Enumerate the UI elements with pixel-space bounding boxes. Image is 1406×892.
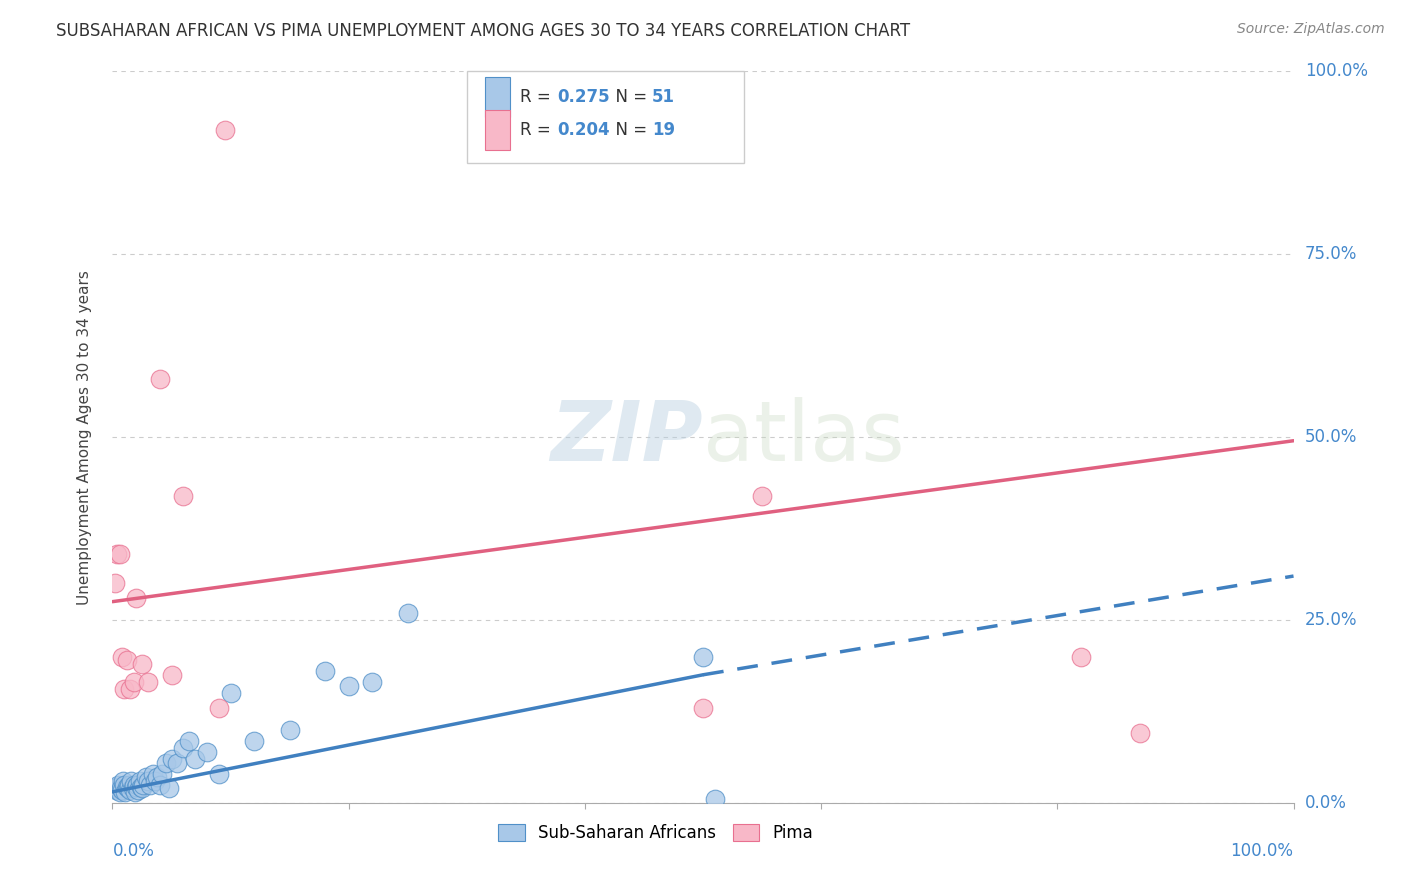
Text: 100.0%: 100.0% bbox=[1230, 842, 1294, 860]
Point bbox=[136, 773, 159, 788]
Text: Source: ZipAtlas.com: Source: ZipAtlas.com bbox=[1237, 22, 1385, 37]
Point bbox=[184, 752, 207, 766]
Text: N =: N = bbox=[605, 121, 652, 139]
Point bbox=[136, 675, 159, 690]
Point bbox=[160, 667, 183, 681]
Point bbox=[120, 682, 142, 697]
Point bbox=[195, 745, 218, 759]
Point bbox=[127, 778, 149, 792]
Point bbox=[219, 686, 242, 700]
Text: ZIP: ZIP bbox=[550, 397, 703, 477]
Point bbox=[108, 785, 131, 799]
Point bbox=[692, 649, 714, 664]
Text: R =: R = bbox=[520, 88, 555, 106]
Point bbox=[122, 778, 145, 792]
Point bbox=[278, 723, 301, 737]
Point bbox=[135, 770, 157, 784]
Point bbox=[243, 733, 266, 747]
Point bbox=[104, 781, 127, 796]
Point bbox=[214, 123, 236, 137]
Point bbox=[172, 489, 194, 503]
Point bbox=[105, 780, 128, 794]
Point bbox=[112, 778, 135, 792]
Point bbox=[111, 782, 134, 797]
Text: N =: N = bbox=[605, 88, 652, 106]
FancyBboxPatch shape bbox=[485, 77, 510, 117]
Text: 0.275: 0.275 bbox=[558, 88, 610, 106]
Point bbox=[117, 781, 139, 796]
Point bbox=[166, 756, 188, 770]
Text: 0.0%: 0.0% bbox=[112, 842, 155, 860]
Text: atlas: atlas bbox=[703, 397, 904, 477]
Point bbox=[179, 733, 201, 747]
Point bbox=[703, 792, 725, 806]
Point bbox=[114, 785, 136, 799]
Point bbox=[150, 766, 173, 780]
Point bbox=[1129, 726, 1152, 740]
Point bbox=[692, 700, 714, 714]
Text: 25.0%: 25.0% bbox=[1305, 611, 1357, 629]
Y-axis label: Unemployment Among Ages 30 to 34 years: Unemployment Among Ages 30 to 34 years bbox=[77, 269, 91, 605]
Point bbox=[105, 782, 128, 797]
Text: R =: R = bbox=[520, 121, 555, 139]
Point bbox=[132, 778, 155, 792]
Point bbox=[118, 778, 141, 792]
Point bbox=[208, 700, 231, 714]
Point bbox=[396, 606, 419, 620]
Point bbox=[143, 773, 166, 788]
Point bbox=[172, 740, 194, 755]
Point bbox=[314, 664, 336, 678]
Point bbox=[149, 778, 172, 792]
Point bbox=[110, 781, 132, 796]
Point bbox=[120, 782, 142, 797]
Point bbox=[112, 773, 135, 788]
Point bbox=[208, 766, 231, 780]
Text: 51: 51 bbox=[652, 88, 675, 106]
Point bbox=[122, 675, 145, 690]
Point bbox=[129, 780, 152, 794]
Text: 19: 19 bbox=[652, 121, 675, 139]
Point bbox=[104, 576, 127, 591]
Point bbox=[160, 752, 183, 766]
Point bbox=[124, 785, 146, 799]
Point bbox=[142, 766, 165, 780]
Text: 50.0%: 50.0% bbox=[1305, 428, 1357, 446]
FancyBboxPatch shape bbox=[467, 71, 744, 163]
Point bbox=[112, 682, 135, 697]
Point bbox=[361, 675, 384, 690]
Text: SUBSAHARAN AFRICAN VS PIMA UNEMPLOYMENT AMONG AGES 30 TO 34 YEARS CORRELATION CH: SUBSAHARAN AFRICAN VS PIMA UNEMPLOYMENT … bbox=[56, 22, 910, 40]
Point bbox=[146, 770, 169, 784]
Text: 0.204: 0.204 bbox=[558, 121, 610, 139]
Point bbox=[120, 773, 142, 788]
FancyBboxPatch shape bbox=[485, 110, 510, 150]
Text: 100.0%: 100.0% bbox=[1305, 62, 1368, 80]
Point bbox=[105, 547, 128, 561]
Point bbox=[337, 679, 360, 693]
Point bbox=[131, 657, 153, 671]
Point bbox=[1070, 649, 1092, 664]
Legend: Sub-Saharan Africans, Pima: Sub-Saharan Africans, Pima bbox=[498, 824, 814, 842]
Point bbox=[157, 781, 180, 796]
Point bbox=[128, 773, 150, 788]
Text: 75.0%: 75.0% bbox=[1305, 245, 1357, 263]
Point bbox=[115, 653, 138, 667]
Text: 0.0%: 0.0% bbox=[1305, 794, 1347, 812]
Point bbox=[127, 782, 149, 797]
Point bbox=[149, 371, 172, 385]
Point bbox=[125, 780, 148, 794]
Point bbox=[125, 591, 148, 605]
Point bbox=[107, 778, 129, 792]
Point bbox=[111, 649, 134, 664]
Point bbox=[155, 756, 177, 770]
Point bbox=[115, 780, 138, 794]
Point bbox=[131, 781, 153, 796]
Point bbox=[108, 547, 131, 561]
Point bbox=[121, 781, 143, 796]
Point bbox=[139, 778, 162, 792]
Point bbox=[751, 489, 773, 503]
